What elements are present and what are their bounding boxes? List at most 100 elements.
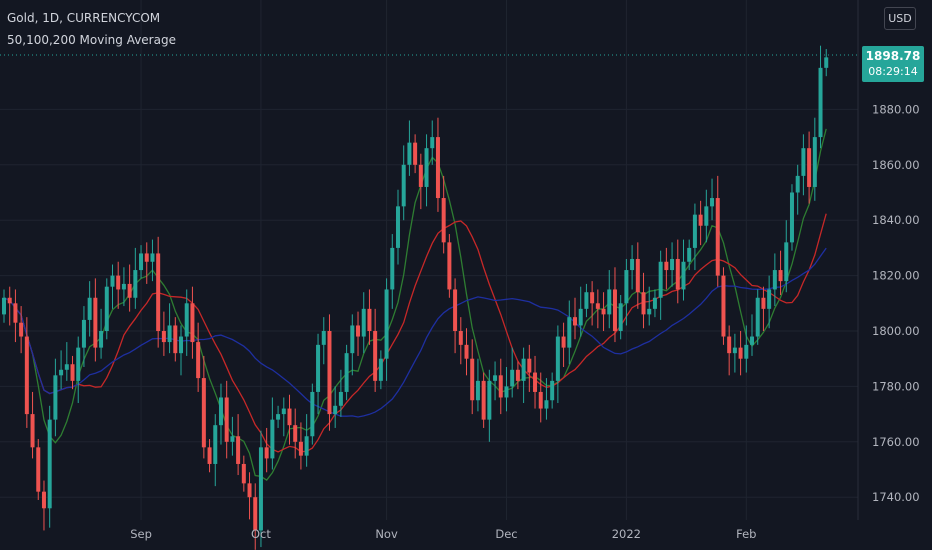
x-tick-label: Oct: [251, 527, 271, 541]
candle-body: [584, 292, 589, 309]
candle-body: [76, 347, 81, 381]
candle-body: [310, 391, 315, 437]
y-tick-label: 1740.00: [872, 490, 920, 504]
candle-body: [316, 344, 321, 392]
candle-body: [515, 369, 520, 381]
candle-body: [59, 369, 64, 376]
candle-body: [710, 198, 715, 207]
candle-body: [64, 364, 69, 370]
y-tick-label: 1800.00: [872, 324, 920, 338]
ma-50-line: [3, 128, 827, 481]
candle-body: [441, 198, 446, 243]
candle-body: [264, 447, 269, 459]
candle-body: [321, 331, 326, 345]
candle-body: [179, 336, 184, 354]
last-price-tag: 1898.78 08:29:14: [862, 46, 924, 82]
time-axis[interactable]: Sep Oct Nov Dec 2022 Feb: [130, 527, 756, 541]
candle-body: [253, 497, 258, 531]
candle-body: [93, 297, 98, 348]
candle-body: [612, 289, 617, 331]
candle-body: [601, 308, 606, 315]
candle-body: [670, 258, 675, 271]
candle-body: [350, 325, 355, 354]
candle-body: [36, 447, 41, 492]
candle-body: [435, 137, 440, 199]
candle-body: [99, 331, 104, 348]
candle-body: [327, 331, 332, 415]
candle-body: [213, 425, 218, 464]
candle-body: [418, 164, 423, 187]
candle-body: [344, 353, 349, 392]
candle-body: [521, 358, 526, 381]
candle-body: [807, 148, 812, 187]
y-tick-label: 1780.00: [872, 379, 920, 393]
candle-body: [510, 369, 515, 387]
candle-body: [281, 408, 286, 415]
candle-body: [618, 303, 623, 331]
candle-body: [167, 325, 172, 343]
candle-body: [641, 292, 646, 315]
candle-body: [384, 289, 389, 359]
candle-body: [767, 289, 772, 309]
candle-body: [464, 344, 469, 359]
x-tick-label: Sep: [130, 527, 152, 541]
candle-body: [196, 342, 201, 379]
candle-body: [544, 400, 549, 409]
candle-body: [675, 258, 680, 290]
candle-body: [447, 242, 452, 290]
candle-body: [81, 319, 86, 348]
candle-body: [550, 380, 555, 401]
indicator-label[interactable]: 50,100,200 Moving Average: [7, 33, 176, 47]
candle-body: [70, 364, 75, 381]
candle-body: [533, 372, 538, 392]
candle-body: [287, 408, 292, 426]
candle-body: [24, 336, 29, 415]
currency-button[interactable]: USD: [884, 7, 916, 30]
candle-body: [407, 142, 412, 165]
x-tick-label: Dec: [495, 527, 517, 541]
candle-body: [772, 270, 777, 290]
candle-body: [732, 347, 737, 354]
candle-body: [527, 358, 532, 373]
candle-body: [304, 436, 309, 456]
candle-body: [13, 303, 18, 323]
candle-body: [401, 164, 406, 207]
candle-body: [727, 336, 732, 354]
x-tick-label: 2022: [612, 527, 641, 541]
price-axis[interactable]: 1740.00 1760.00 1780.00 1800.00 1820.00 1840.…: [872, 102, 920, 504]
candle-body: [270, 419, 275, 459]
candle-body: [41, 491, 46, 509]
candle-body: [156, 253, 161, 331]
candle-body: [704, 206, 709, 226]
candle-body: [184, 303, 189, 337]
candle-body: [824, 57, 829, 68]
candle-body: [30, 414, 35, 448]
candle-body: [413, 142, 418, 165]
candle-body: [144, 253, 149, 262]
candle-body: [361, 308, 366, 337]
candle-body: [258, 447, 263, 531]
candle-body: [784, 242, 789, 282]
candle-body: [453, 289, 458, 331]
y-tick-label: 1860.00: [872, 158, 920, 172]
candle-body: [104, 286, 109, 331]
candle-body: [458, 331, 463, 345]
symbol-title[interactable]: Gold, 1D, CURRENCYCOM: [7, 11, 161, 25]
candle-body: [276, 414, 281, 420]
candle-body: [789, 192, 794, 243]
candle-body: [53, 375, 58, 420]
moving-average-lines: [3, 128, 827, 481]
candle-body: [487, 380, 492, 420]
candle-body: [801, 148, 806, 176]
candle-body: [110, 275, 115, 287]
candle-body: [578, 308, 583, 326]
candle-body: [692, 214, 697, 248]
candle-body: [561, 336, 566, 348]
candle-body: [293, 425, 298, 442]
candle-body: [7, 297, 12, 304]
candle-body: [207, 447, 212, 464]
candle-body: [812, 137, 817, 187]
candle-body: [230, 436, 235, 442]
candle-body: [161, 331, 166, 343]
